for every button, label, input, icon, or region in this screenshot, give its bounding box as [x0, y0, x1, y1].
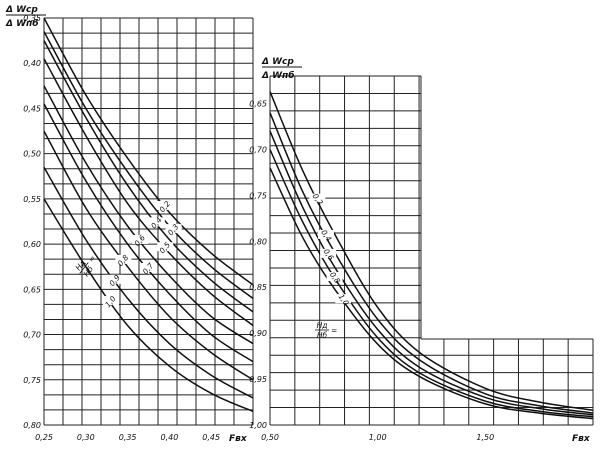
- chart-left-y-tick-label: 0,80: [23, 421, 41, 430]
- chart-right-x-tick-label: 0,50: [261, 433, 279, 442]
- chart-left-series-label-bg: [102, 295, 119, 305]
- chart-right-y-tick-label: 0,65: [249, 100, 267, 109]
- chart-left-series-label-bg: [140, 262, 157, 272]
- chart-left-series-line: [43, 58, 254, 327]
- chart-left-y-tick-label: 0,75: [23, 376, 41, 385]
- chart-right-y-tick-label: 0,95: [249, 375, 267, 384]
- chart-right-series-line: [269, 91, 594, 412]
- chart-right-curves: [269, 91, 594, 420]
- chart-left-series-label-bg: [165, 224, 182, 234]
- chart-right-y-ticks: 0,65 0,70 0,75 0,80 0,85 0,90 0,95 1,00: [249, 100, 267, 430]
- chart-right-series-label-bg: [317, 229, 334, 239]
- chart-right-series-line: [269, 149, 594, 418]
- chart-left-y-tick-label: 0,55: [23, 195, 41, 204]
- chart-right-y-tick-label: 1,00: [249, 421, 267, 430]
- chart-right-y-tick-label: 0,70: [249, 145, 267, 154]
- chart-right-series-label-bg: [309, 193, 326, 203]
- chart-right-y-tick-label: 0,75: [249, 191, 267, 200]
- chart-left-y-tick-label: 0,50: [23, 150, 41, 159]
- chart-left-y-tick-label: 0,70: [23, 331, 41, 340]
- chart-right-y-tick-label: 0,85: [249, 283, 267, 292]
- chart-left-y-ticks: 0,35 0,40 0,45 0,50 0,55 0,60 0,65 0,70 0,75 0,80: [23, 14, 41, 430]
- chart-right-param-label: Нд Нб =: [315, 321, 337, 340]
- chart-left-param-label: Нд Нб =: [74, 253, 98, 278]
- chart-right-ylabel-num: Δ Wср: [261, 57, 294, 67]
- chart-left-ylabel-num: Δ Wср: [5, 5, 38, 15]
- chart-left-series-line: [43, 198, 254, 413]
- chart-right-y-tick-label: 0,80: [249, 237, 267, 246]
- chart-left-x-tick-label: 0,30: [77, 433, 95, 442]
- chart-right-series-line: [269, 112, 594, 414]
- chart-right-series-label-bg: [320, 248, 337, 258]
- chart-right-x-ticks: 0,50 1,00 1,50: [261, 433, 494, 442]
- chart-left-y-tick-label: 0,60: [23, 240, 41, 249]
- chart-left-param-eq: =: [86, 253, 97, 264]
- chart-left-y-tick-label: 0,40: [23, 59, 41, 68]
- chart-left-series-label-bg: [148, 217, 165, 227]
- chart-left-x-tick-label: 0,35: [119, 433, 137, 442]
- chart-left-curve-labels: 0,20,30,40,50,60,70,80,91,0: [102, 199, 182, 309]
- chart-left-series-label-bg: [107, 274, 124, 284]
- chart-left-x-tick-label: 0,40: [160, 433, 178, 442]
- chart-left-y-tick-label: 0,45: [23, 104, 41, 113]
- chart-right-param-eq: =: [331, 326, 337, 335]
- chart-left-series-label-bg: [157, 242, 174, 252]
- chart-left-series-label-bg: [132, 234, 149, 244]
- chart-right: 0,20,40,60,81,0 0,650,700,750,800,850,90…: [249, 57, 594, 444]
- chart-left-y-tick-label: 0,35: [23, 14, 41, 23]
- chart-right-series-line: [269, 130, 594, 416]
- chart-left-series-line: [43, 85, 254, 345]
- chart-right-series-label-bg: [335, 294, 352, 304]
- chart-left-series-line: [43, 40, 254, 313]
- chart-right-y-tick-label: 0,90: [249, 329, 267, 338]
- chart-left-series-line: [43, 166, 254, 399]
- chart-left-grid: [43, 17, 254, 426]
- chart-left-series-line: [43, 31, 254, 299]
- chart-right-x-tick-label: 1,50: [476, 433, 494, 442]
- chart-right-ylabel-den: Δ Wпб: [261, 70, 295, 81]
- chart-left-x-tick-label: 0,25: [35, 433, 53, 442]
- chart-left-x-tick-label: 0,45: [202, 433, 220, 442]
- chart-left-x-ticks: 0,25 0,30 0,35 0,40 0,45: [35, 433, 220, 442]
- chart-right-series-line: [269, 167, 594, 420]
- chart-left-series-label-bg: [157, 201, 174, 211]
- chart-left-param-bar: [79, 262, 89, 274]
- chart-right-param-den: Нб: [317, 331, 328, 340]
- chart-left-ylabel-den: Δ Wпб: [5, 18, 39, 29]
- chart-left-y-tick-label: 0,65: [23, 285, 41, 294]
- chart-left-series-line: [43, 103, 254, 363]
- chart-right-series-label-bg: [326, 272, 343, 282]
- chart-left-series-line: [43, 130, 254, 381]
- chart-right-x-tick-label: 1,00: [369, 433, 387, 442]
- chart-right-xlabel: Fвх: [572, 434, 591, 444]
- chart-left-series-line: [43, 17, 254, 286]
- chart-right-param-num: Нд: [317, 321, 328, 330]
- chart-left: 0,20,30,40,50,60,70,80,91,0 0,35 0,40 0,45…: [5, 5, 254, 444]
- chart-left-series-label-bg: [115, 254, 132, 264]
- chart-left-curves: [43, 17, 254, 413]
- chart-left-xlabel: Fвх: [229, 434, 248, 444]
